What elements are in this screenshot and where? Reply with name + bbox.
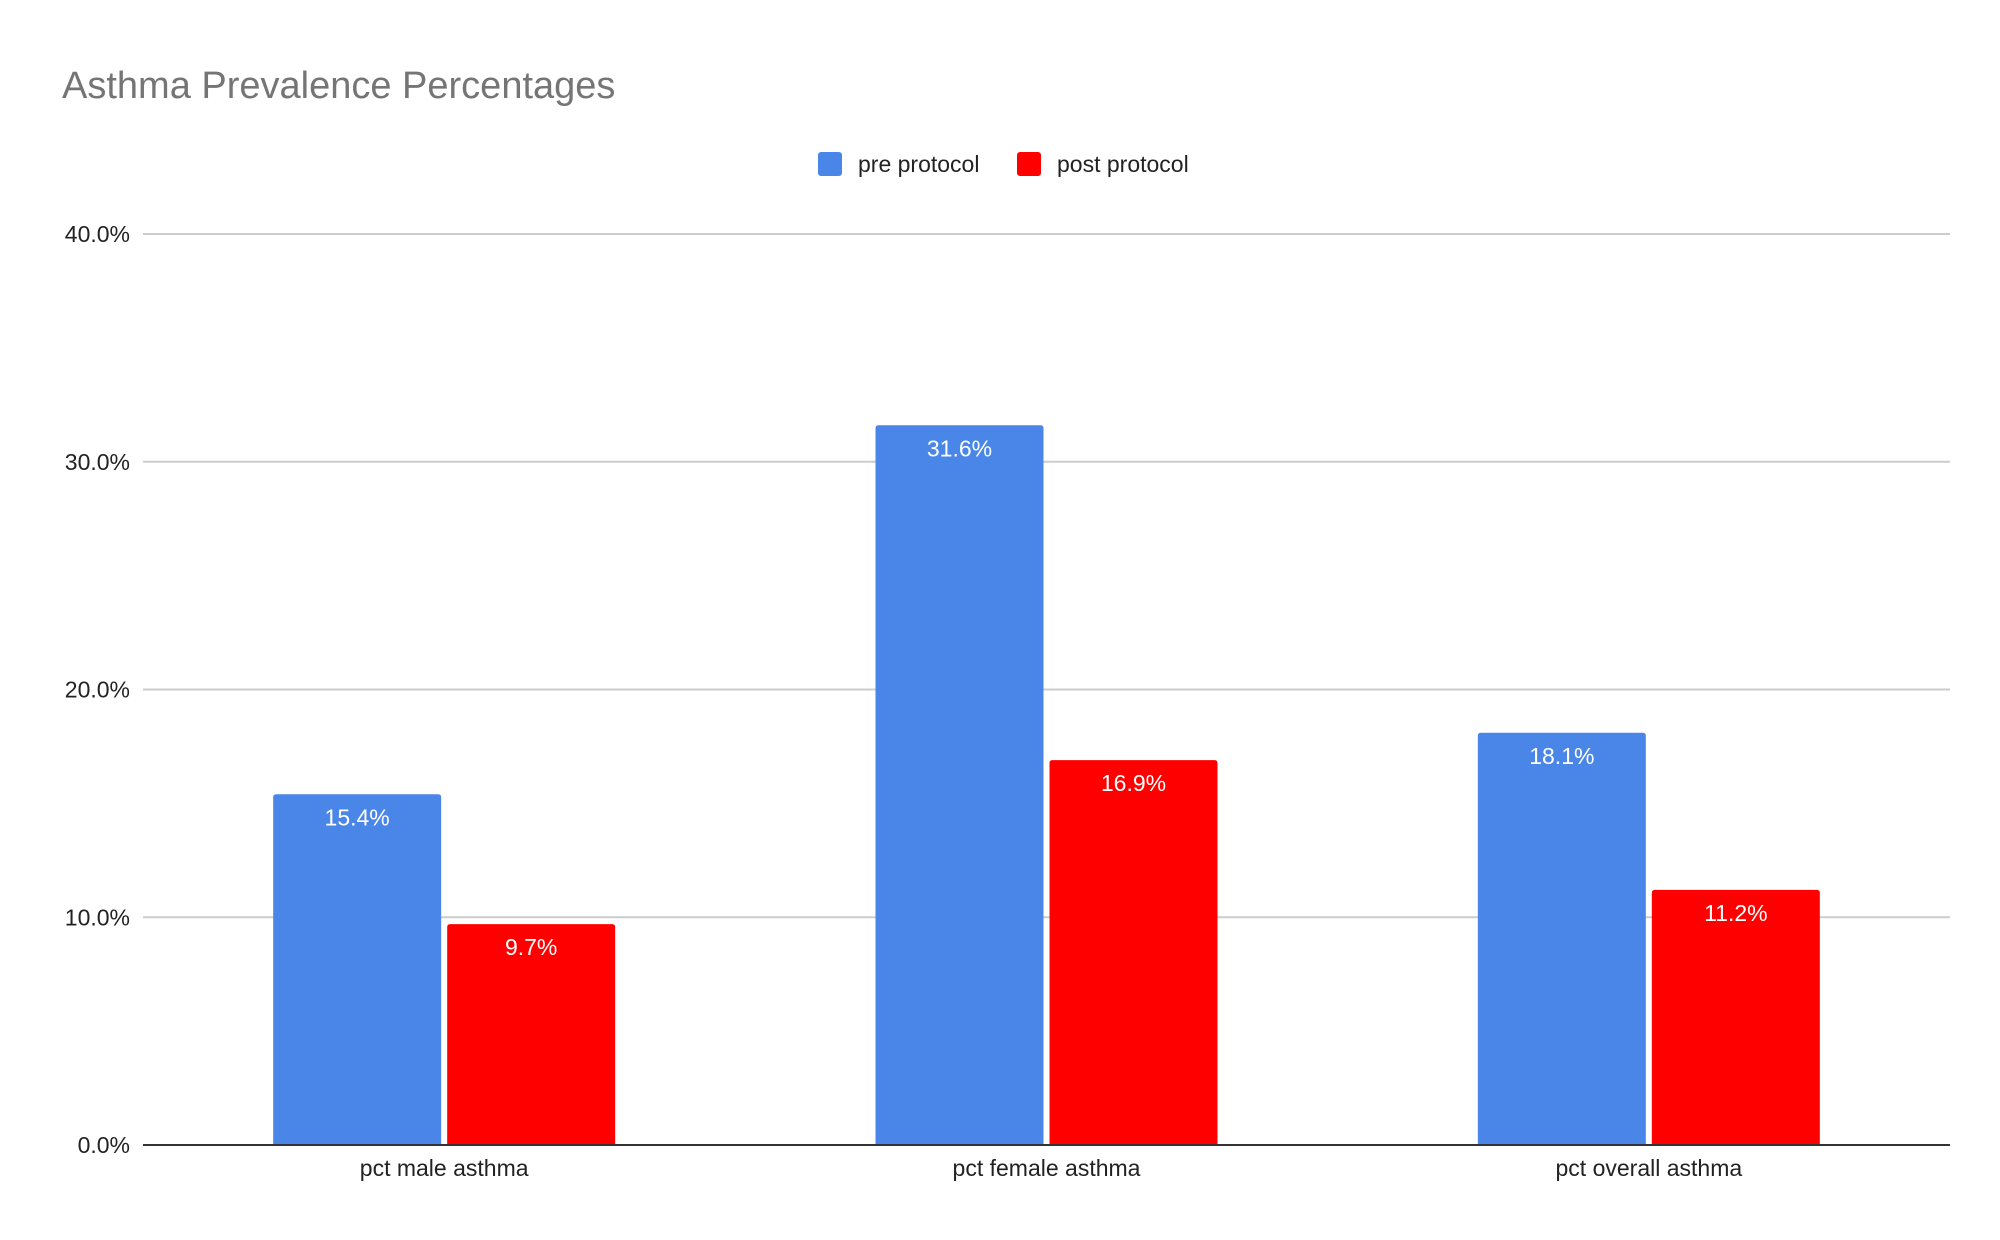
y-tick-label: 0.0% [78, 1132, 130, 1158]
y-tick-label: 20.0% [65, 677, 130, 703]
bar-pre-protocol-1 [875, 425, 1044, 1145]
y-axis: 0.0% 10.0% 20.0% 30.0% 40.0% [65, 221, 130, 1158]
x-tick-label: pct female asthma [953, 1155, 1141, 1181]
x-tick-label: pct overall asthma [1556, 1155, 1743, 1181]
legend-swatch [1017, 152, 1041, 176]
bar-labels: 15.4% 9.7% 31.6% 16.9% 18.1% 11.2% [325, 435, 1768, 960]
data-label: 18.1% [1529, 743, 1594, 769]
data-label: 31.6% [927, 435, 992, 461]
gridlines [143, 233, 1950, 919]
x-axis: pct male asthma pct female asthma pct over… [143, 1144, 1950, 1181]
chart-title: Asthma Prevalence Percentages [62, 65, 615, 107]
legend-label: pre protocol [858, 151, 979, 177]
data-label: 9.7% [505, 934, 557, 960]
bar-pre-protocol-0 [273, 794, 442, 1145]
legend: pre protocol post protocol [818, 151, 1189, 177]
bar-post-protocol-2 [1651, 889, 1820, 1145]
y-tick-label: 30.0% [65, 449, 130, 475]
data-label: 15.4% [325, 804, 390, 830]
legend-label: post protocol [1057, 151, 1189, 177]
bar-pre-protocol-2 [1477, 732, 1646, 1145]
y-tick-label: 10.0% [65, 904, 130, 930]
bar-post-protocol-1 [1049, 760, 1218, 1145]
x-tick-label: pct male asthma [360, 1155, 529, 1181]
y-tick-label: 40.0% [65, 221, 130, 247]
bar-post-protocol-0 [447, 924, 616, 1145]
data-label: 16.9% [1101, 770, 1166, 796]
legend-swatch [818, 152, 842, 176]
data-label: 11.2% [1704, 900, 1768, 926]
bars [273, 425, 1820, 1145]
